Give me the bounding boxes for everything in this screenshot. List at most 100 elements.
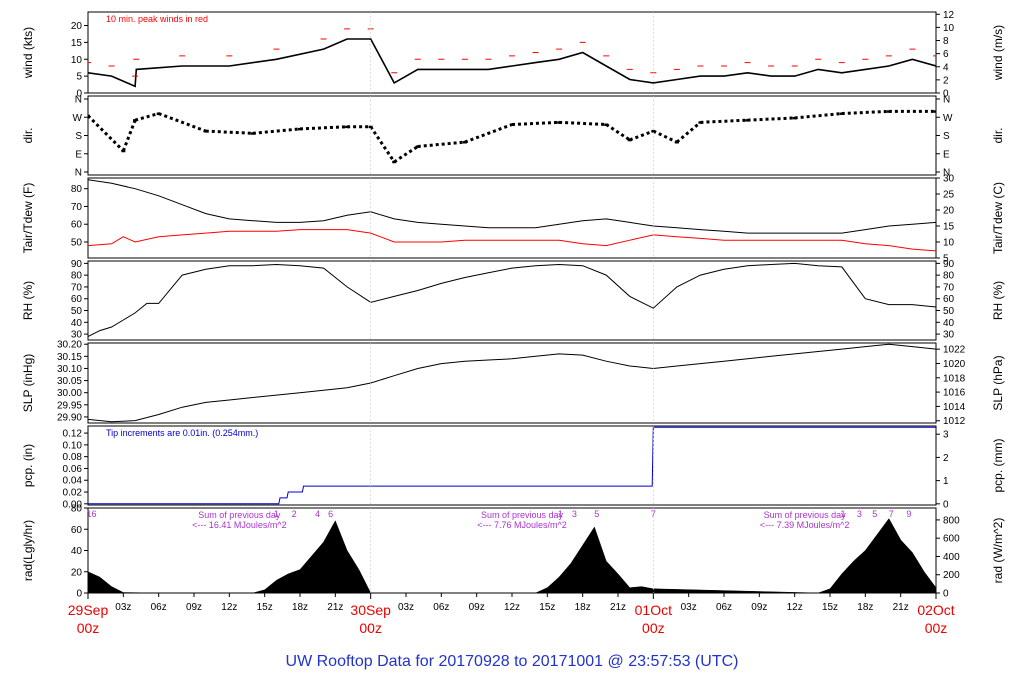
rh-data (88, 262, 936, 337)
slp-right-tick-label: 1022 (943, 345, 966, 356)
hour-tick-label: 06z (433, 602, 449, 613)
panel-wind: 0 5 10 15 20 0 2 4 6 8 10 12 wind (kts) wind (m/s) 10 … (21, 10, 1005, 100)
rad-hour-label: 3 (572, 509, 577, 519)
temp-data (88, 179, 936, 252)
pcp-right-tick-label: 3 (943, 430, 949, 441)
temp-left-tick-label: 80 (71, 184, 83, 195)
pcp-left-label: pcp. (in) (21, 444, 35, 487)
rad-left-tick-label: 80 (71, 504, 83, 515)
hour-tick-label: 03z (115, 602, 131, 613)
dir-trace (369, 125, 396, 163)
dir-trace (417, 140, 466, 148)
hour-tick-label: 09z (751, 602, 767, 613)
rad-hour-label: 7 (889, 509, 894, 519)
hour-tick-label: 21z (893, 602, 909, 613)
wind-left-tick-label: 0 (76, 89, 82, 100)
dir-trace (559, 120, 607, 127)
slp-left-tick-label: 30.05 (57, 376, 82, 387)
rh-right-tick-label: 60 (943, 294, 955, 305)
dir-right-tick-label: N (943, 95, 950, 106)
pcp-left-tick-label: 0.00 (63, 499, 83, 510)
rad-left-tick-label: 0 (76, 589, 82, 600)
slp-data (88, 343, 936, 423)
dir-trace (629, 129, 654, 142)
rh-right-label: RH (%) (991, 281, 1005, 320)
hour-tick-label: 12z (504, 602, 520, 613)
pcp-data (88, 426, 936, 505)
rad-right-tick-label: 0 (943, 589, 949, 600)
rad-day-sum-value: <--- 16.41 MJoules/m^2 (192, 520, 287, 530)
temp-left-tick-label: 50 (71, 238, 83, 249)
rad-left-tick-label: 60 (71, 525, 83, 536)
rad-hour-label: 4 (315, 509, 320, 519)
rh-left-tick-label: 50 (71, 306, 83, 317)
hour-tick-label: 18z (857, 602, 873, 613)
hour-tick-label: 15z (822, 602, 838, 613)
rad-hour-label: 3 (857, 509, 862, 519)
rad-left-tick-label: 20 (71, 567, 83, 578)
wind-right-tick-label: 10 (943, 23, 955, 34)
rad-hour-label: 2 (292, 509, 297, 519)
rad-hour-label: 1 (274, 509, 279, 519)
rh-left-tick-label: 80 (71, 271, 83, 282)
temp-right-tick-label: 30 (943, 174, 955, 185)
rh-right-tick-label: 30 (943, 330, 955, 341)
dir-point (298, 127, 302, 131)
slp-right-tick-label: 1014 (943, 402, 966, 413)
hour-tick-label: 18z (292, 602, 308, 613)
slp-series-sea-level-pressure (88, 343, 936, 423)
wind-data (88, 28, 936, 88)
slp-left-tick-label: 30.00 (57, 388, 82, 399)
dir-left-tick-label: W (73, 113, 83, 124)
slp-frame (87, 342, 937, 424)
dir-frame (87, 95, 937, 176)
rh-series-relative-humidity (88, 262, 936, 337)
wind-right-tick-label: 0 (943, 89, 949, 100)
slp-right-tick-label: 1012 (943, 416, 966, 427)
pcp-left-tick-label: 0.06 (63, 464, 83, 475)
dir-right-tick-label: W (943, 113, 953, 124)
dir-point (462, 141, 467, 144)
rh-left-tick-label: 30 (71, 330, 83, 341)
dir-point (839, 112, 844, 115)
slp-left-tick-label: 30.15 (57, 352, 82, 363)
wind-left-tick-label: 5 (76, 72, 82, 83)
pcp-right-tick-label: 0 (943, 499, 949, 510)
rad-hour-label: 1 (840, 509, 845, 519)
wind-right-tick-label: 8 (943, 36, 949, 47)
day-label: 30Sep (350, 602, 391, 618)
rad-hour-label: 5 (872, 509, 877, 519)
hour-tick-label: 15z (539, 602, 555, 613)
wind-left-tick-label: 10 (71, 55, 83, 66)
dir-point (415, 145, 420, 148)
dir-right-tick-label: E (943, 149, 950, 160)
day-label: 29Sep (68, 602, 109, 618)
hour-tick-label: 06z (716, 602, 732, 613)
dir-trace (700, 118, 748, 124)
temp-right-label: Tair/Tdew (C) (991, 182, 1005, 254)
dir-point (250, 132, 255, 135)
rh-right-tick-label: 90 (943, 259, 955, 270)
hour-tick-label: 21z (327, 602, 343, 613)
hour-tick-label: 12z (221, 602, 237, 613)
dir-trace (675, 121, 702, 144)
rh-left-tick-label: 60 (71, 294, 83, 305)
dir-left-tick-label: N (75, 168, 82, 179)
rad-data (88, 518, 936, 593)
time-axis: 03z 06z 09z 12z 15z 18z 21z 03z 06z 09z 12z 15z 18z 2… (68, 593, 955, 636)
dir-point (121, 149, 126, 153)
dir-trace (464, 123, 513, 144)
pcp-left-tick-label: 0.02 (63, 488, 83, 499)
dir-trace (252, 127, 301, 135)
temp-right-tick-label: 15 (943, 222, 955, 233)
day-hour-label: 00z (642, 620, 665, 636)
dir-left-tick-label: E (75, 149, 82, 160)
temp-left-tick-label: 70 (71, 202, 83, 213)
hour-tick-label: 06z (151, 602, 167, 613)
rh-left-tick-label: 70 (71, 282, 83, 293)
panel-pcp: 0.000.020.040.060.080.100.12 0 1 2 3 pcp. (in… (21, 425, 1005, 510)
dir-point (627, 138, 632, 142)
dir-point (392, 160, 397, 164)
slp-left-tick-label: 29.90 (57, 412, 82, 423)
